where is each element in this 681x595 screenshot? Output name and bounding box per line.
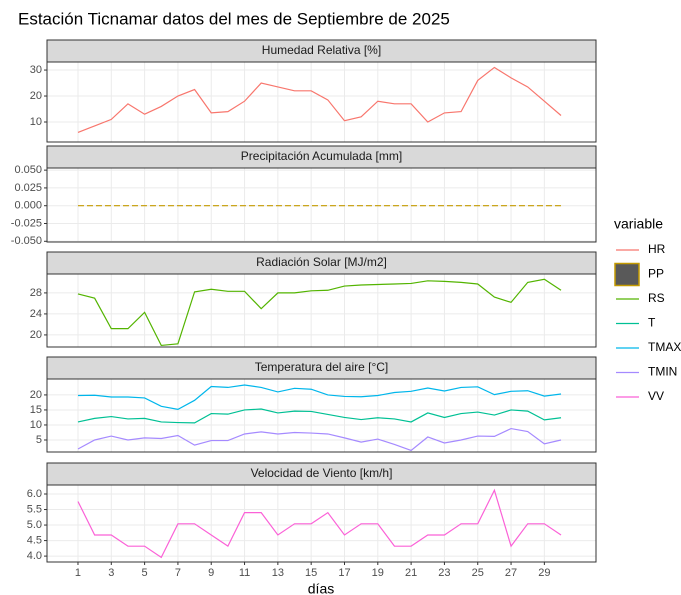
strip-label: Temperatura del aire [°C] [255,360,389,374]
panel-border [46,167,597,243]
series-line [77,278,562,347]
chart-title: Estación Ticnamar datos del mes de Septi… [18,9,450,28]
x-tick-label: 5 [142,567,148,579]
strip-label: Velocidad de Viento [km/h] [251,466,393,480]
x-tick-label: 17 [338,567,350,579]
x-tick-label: 11 [239,567,250,579]
legend-label: T [648,316,656,330]
strip-label: Radiación Solar [MJ/m2] [256,255,387,269]
legend-title: variable [614,216,663,232]
series-line [77,66,562,133]
legend-label: HR [648,242,666,256]
x-axis-title: días [308,581,334,595]
y-tick-label: 15 [30,404,42,416]
y-tick-label: -0.025 [11,217,42,229]
panel-border [46,378,597,453]
legend-label: TMAX [648,340,681,354]
panel [47,485,596,562]
y-tick-label: 5.0 [27,519,42,531]
panel [47,379,596,452]
y-tick-label: 20 [30,389,42,401]
y-tick-label: 30 [30,64,42,76]
y-tick-label: 0.000 [14,200,42,212]
y-tick-label: 20 [30,90,42,102]
y-tick-label: 0.025 [14,182,42,194]
series-line [77,384,562,410]
x-tick-label: 15 [305,567,317,579]
x-tick-label: 1 [75,567,81,579]
panel [47,274,596,347]
y-tick-label: 10 [30,116,42,128]
x-tick-label: 23 [438,567,450,579]
strip-label: Humedad Relativa [%] [262,43,381,57]
panel-border [46,484,597,563]
y-tick-label: 6.0 [27,488,42,500]
y-tick-label: 4.0 [27,550,42,562]
x-tick-label: 21 [405,567,417,579]
y-tick-label: -0.050 [11,235,42,247]
x-tick-label: 19 [372,567,384,579]
x-tick-label: 25 [472,567,484,579]
x-tick-label: 9 [208,567,214,579]
y-tick-label: 10 [30,419,42,431]
legend-label: PP [648,267,664,281]
x-tick-label: 29 [538,567,550,579]
strip-label: Precipitación Acumulada [mm] [241,149,402,163]
series-line [77,488,562,559]
legend-label: VV [648,389,664,403]
y-tick-label: 28 [30,287,42,299]
x-tick-label: 13 [272,567,284,579]
y-tick-label: 20 [30,329,42,341]
panel-border [46,273,597,348]
x-tick-label: 7 [175,567,181,579]
legend-key [614,262,640,287]
x-tick-label: 3 [108,567,114,579]
legend-label: TMIN [648,365,677,379]
series-line [77,427,562,452]
y-tick-label: 5.5 [27,503,42,515]
y-tick-label: 0.050 [14,164,42,176]
panel-border [46,61,597,143]
y-tick-label: 5 [36,434,42,446]
y-tick-label: 4.5 [27,534,42,546]
y-tick-label: 24 [30,308,42,320]
panel [47,62,596,142]
series-line [77,408,562,424]
legend-label: RS [648,291,665,305]
x-tick-label: 27 [505,567,517,579]
panel [47,168,596,242]
